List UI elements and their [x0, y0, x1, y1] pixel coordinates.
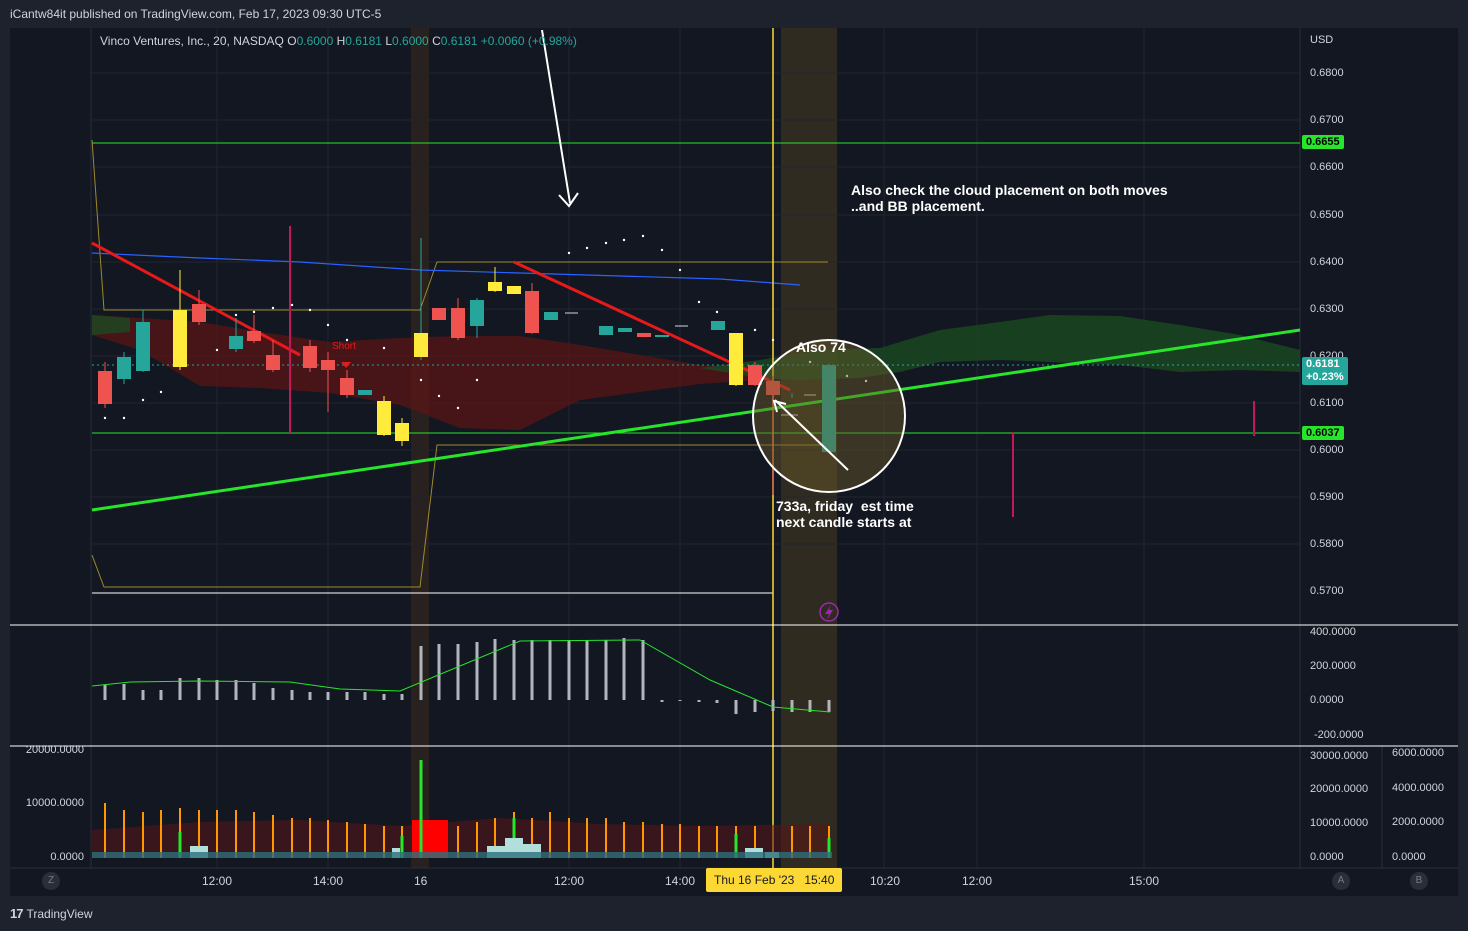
price-tag-bottom: 0.6037 — [1302, 426, 1344, 440]
price-tick: 0.6500 — [1310, 209, 1344, 221]
highlight-circle — [752, 339, 906, 493]
vol-right-tick: 30000.0000 — [1310, 750, 1369, 762]
vol-left-tick: 0.0000 — [50, 851, 84, 863]
vol-far-tick: 6000.0000 — [1392, 747, 1444, 759]
publish-header: iCantw84it published on TradingView.com,… — [0, 0, 1468, 28]
annotation-arrow — [541, 29, 571, 204]
vol-right-tick: 10000.0000 — [1310, 817, 1369, 829]
time-axis[interactable]: 12:00 14:00 16 12:00 14:00 10:20 12:00 1… — [0, 868, 1300, 896]
vol-right-tick: 20000.0000 — [1310, 783, 1369, 795]
high-key: H — [336, 34, 346, 48]
current-price: 0.6181 — [1306, 358, 1340, 370]
vol-far-tick: 2000.0000 — [1392, 816, 1444, 828]
lightning-icon — [819, 602, 839, 622]
oscillator-signal-line — [91, 639, 831, 713]
close-value: 0.6181 — [440, 34, 478, 48]
vol-left-tick: 10000.0000 — [25, 797, 84, 809]
price-tick: 0.6000 — [1310, 444, 1344, 456]
low-key: L — [385, 34, 393, 48]
brand-name[interactable]: TradingView — [26, 906, 93, 921]
cloud-note-line1: Also check the cloud placement on both m… — [851, 182, 1168, 198]
volume-bars — [92, 760, 832, 858]
current-change: +0.23% — [1306, 371, 1344, 383]
footer: 17 TradingView — [0, 896, 1468, 931]
volume-axis-right[interactable]: 30000.0000 20000.0000 10000.0000 0.0000 — [1310, 746, 1382, 866]
volume-axis-left: 20000.0000 10000.0000 0.0000 — [14, 744, 84, 866]
low-value: 0.6000 — [392, 34, 429, 48]
time-note[interactable]: 733a, friday est time next candle starts… — [776, 498, 914, 530]
time-label: 12:00 — [202, 874, 233, 888]
price-axis[interactable]: USD 0.6800 0.6700 0.6600 0.6500 0.6400 0… — [1310, 28, 1380, 628]
time-label: 14:00 — [313, 874, 344, 888]
time-label: 10:20 — [870, 874, 901, 888]
price-tick: 0.6600 — [1310, 161, 1344, 173]
ichimoku-cloud-green-left — [92, 315, 130, 335]
symbol-legend: Vinco Ventures, Inc., 20, NASDAQ O0.6000… — [100, 34, 577, 48]
price-tick: 0.6300 — [1310, 303, 1344, 315]
price-tick: 0.5900 — [1310, 491, 1344, 503]
ichimoku-cloud-red — [92, 315, 760, 430]
price-tag-current: 0.6181 +0.23% — [1302, 357, 1348, 385]
price-tick: 0.6700 — [1310, 114, 1344, 126]
circle-arrow-head-icon — [772, 399, 787, 413]
moving-average-blue — [91, 252, 801, 286]
indicator-dots — [103, 234, 868, 420]
auto-scale-button[interactable]: A — [1332, 872, 1350, 890]
open-key: O — [287, 34, 297, 48]
session-band-1 — [411, 28, 429, 868]
price-tag-top: 0.6655 — [1302, 135, 1344, 149]
time-label: 12:00 — [554, 874, 585, 888]
time-label: 14:00 — [665, 874, 696, 888]
short-label: Short — [332, 341, 356, 352]
cloud-note-line2: ..and BB placement. — [851, 198, 985, 214]
symbol-name: Vinco Ventures, Inc., 20, NASDAQ — [100, 34, 284, 48]
time-label: 12:00 — [962, 874, 993, 888]
vol-far-tick: 0.0000 — [1392, 851, 1426, 863]
price-tick: 0.5700 — [1310, 585, 1344, 597]
trendline-red-1 — [91, 241, 301, 357]
osc-tick: 0.0000 — [1310, 694, 1344, 706]
volume-cloud — [92, 818, 830, 858]
tradingview-logo-icon[interactable]: 17 — [10, 906, 24, 921]
also-74-label[interactable]: Also 74 — [796, 339, 846, 355]
vol-left-tick: 20000.0000 — [25, 744, 84, 756]
osc-tick: 400.0000 — [1310, 626, 1356, 638]
trendline-green — [91, 328, 1301, 512]
close-key: C — [432, 34, 441, 48]
currency-label: USD — [1310, 34, 1334, 46]
circle-arrow — [774, 399, 849, 471]
trendline-red-2 — [513, 260, 791, 392]
auto-scale-button-left[interactable]: Z — [42, 872, 60, 890]
cloud-note[interactable]: Also check the cloud placement on both m… — [851, 182, 1168, 214]
vol-far-tick: 4000.0000 — [1392, 782, 1444, 794]
price-tick: 0.6100 — [1310, 397, 1344, 409]
price-tick: 0.5800 — [1310, 538, 1344, 550]
bollinger-lower — [91, 444, 828, 588]
oscillator-axis[interactable]: 400.0000 200.0000 0.0000 -200.0000 — [1310, 625, 1390, 745]
change-value: +0.0060 (+0.98%) — [480, 34, 577, 48]
volume-axis-far-right[interactable]: 6000.0000 4000.0000 2000.0000 0.0000 — [1392, 746, 1456, 866]
arrow-head-icon — [558, 192, 579, 208]
vol-right-tick: 0.0000 — [1310, 851, 1344, 863]
scale-button-b[interactable]: B — [1410, 872, 1428, 890]
time-note-line2: next candle starts at — [776, 514, 912, 530]
chart-background — [10, 28, 1458, 896]
ichimoku-cloud-green — [700, 315, 1300, 380]
candlesticks — [98, 226, 1255, 517]
osc-tick: -200.0000 — [1314, 729, 1364, 741]
high-value: 0.6181 — [345, 34, 382, 48]
short-marker-icon — [341, 362, 351, 368]
time-note-line1: 733a, friday est time — [776, 498, 914, 514]
price-tick: 0.6400 — [1310, 256, 1344, 268]
price-tick: 0.6800 — [1310, 67, 1344, 79]
time-label: 16 — [414, 874, 428, 888]
crosshair-time-label: Thu 16 Feb '23 15:40 — [706, 868, 843, 892]
open-value: 0.6000 — [296, 34, 334, 48]
osc-tick: 200.0000 — [1310, 660, 1356, 672]
time-label: 15:00 — [1129, 874, 1160, 888]
